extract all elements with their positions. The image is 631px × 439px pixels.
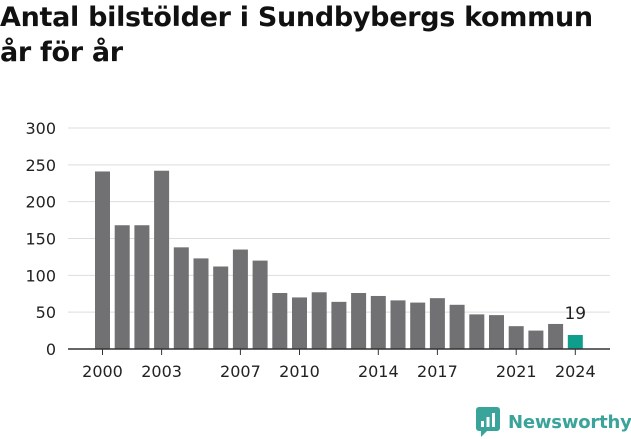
data-labels: 19 bbox=[564, 304, 586, 324]
bar-2019 bbox=[469, 314, 485, 349]
bar-2000 bbox=[95, 171, 110, 349]
bar-2006 bbox=[213, 266, 229, 349]
bar-2017 bbox=[429, 298, 445, 349]
x-tick-label: 2007 bbox=[220, 362, 261, 381]
y-axis-tick-labels: 0 50 100 150 200 250 300 bbox=[25, 119, 56, 359]
x-tick-label: 2003 bbox=[141, 362, 182, 381]
x-tick-label: 2014 bbox=[358, 362, 399, 381]
x-tick-label: 2000 bbox=[82, 362, 123, 381]
bar-2005 bbox=[193, 258, 209, 349]
bar-2002 bbox=[134, 225, 150, 349]
y-tick-label: 300 bbox=[25, 119, 56, 138]
y-tick-label: 200 bbox=[25, 193, 56, 212]
brand-logo: Newsworthy bbox=[476, 405, 631, 439]
data-label-highlight: 19 bbox=[564, 304, 586, 324]
bar-2001 bbox=[114, 225, 130, 349]
bar-2007 bbox=[232, 249, 248, 349]
x-axis-tick-labels: 2000 2003 2007 2010 2014 2017 2021 2024 bbox=[82, 349, 596, 381]
bars bbox=[95, 170, 583, 349]
bar-2022 bbox=[528, 330, 544, 349]
newsworthy-logo-icon bbox=[476, 407, 500, 437]
brand-name: Newsworthy bbox=[508, 411, 631, 433]
x-tick-label: 2024 bbox=[555, 362, 596, 381]
bar-2015 bbox=[390, 300, 406, 349]
y-tick-label: 50 bbox=[36, 303, 56, 322]
bar-2013 bbox=[351, 293, 367, 349]
x-tick-label: 2010 bbox=[279, 362, 320, 381]
y-tick-label: 100 bbox=[25, 266, 56, 285]
chart-title: Antal bilstölder i Sundbybergs kommun år… bbox=[0, 2, 593, 68]
bar-2014 bbox=[370, 295, 386, 349]
bar-2010 bbox=[292, 297, 307, 349]
bar-2003 bbox=[154, 170, 170, 349]
x-tick-label: 2017 bbox=[417, 362, 458, 381]
bar-2009 bbox=[272, 293, 288, 349]
bar-2008 bbox=[252, 260, 268, 349]
bar-2024 bbox=[567, 335, 583, 349]
bar-2018 bbox=[449, 304, 465, 349]
bar-2020 bbox=[489, 315, 504, 349]
x-tick-label: 2021 bbox=[496, 362, 537, 381]
bar-2023 bbox=[548, 323, 564, 349]
y-tick-label: 250 bbox=[25, 156, 56, 175]
bar-2016 bbox=[410, 302, 426, 349]
bar-2021 bbox=[508, 326, 524, 349]
y-tick-label: 150 bbox=[25, 230, 56, 249]
bar-2004 bbox=[173, 247, 189, 349]
bar-2011 bbox=[311, 292, 327, 349]
y-tick-label: 0 bbox=[46, 340, 56, 359]
bar-2012 bbox=[331, 301, 347, 349]
